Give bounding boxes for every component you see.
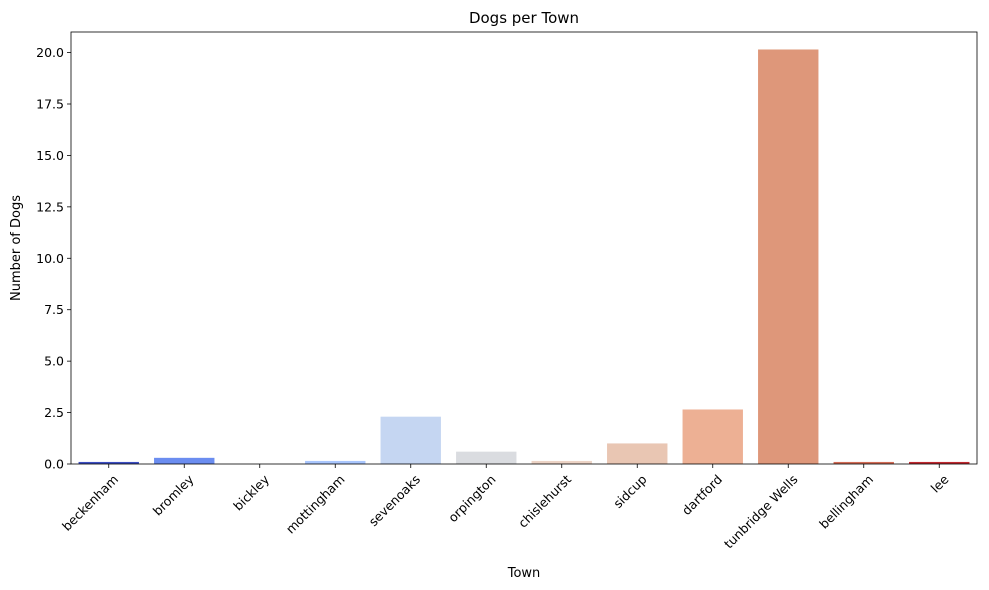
x-tick-label: chislehurst (515, 472, 574, 531)
bar-tunbridge-wells (758, 49, 819, 464)
x-tick-label: sidcup (610, 472, 649, 511)
bar-mottingham (305, 460, 366, 464)
y-axis: 0.0 2.5 5.0 7.5 10.0 12.5 15.0 17.5 20.0 (36, 45, 71, 472)
x-tick-label: sevenoaks (366, 472, 423, 529)
x-tick-label: lee (928, 471, 952, 495)
bar-sidcup (607, 443, 668, 464)
x-tick-label: bickley (230, 471, 272, 513)
bar-sevenoaks (380, 416, 441, 464)
x-tick-label: beckenham (59, 472, 121, 534)
bar-bellingham (833, 461, 894, 464)
bar-beckenham (78, 461, 139, 464)
chart-title: Dogs per Town (469, 9, 579, 27)
x-axis-title: Town (507, 566, 541, 581)
bar-bromley (154, 457, 215, 464)
x-tick-label: orpington (445, 472, 498, 525)
plot-frame (70, 31, 978, 465)
x-tick-label: tunbridge Wells (721, 472, 801, 552)
y-tick-label: 10.0 (36, 251, 64, 266)
bar-chislehurst (531, 460, 592, 464)
y-tick-label: 5.0 (44, 354, 64, 369)
x-tick-label: bromley (150, 471, 197, 518)
bars (78, 49, 970, 464)
x-tick-label: bellingham (816, 472, 876, 532)
y-tick-label: 2.5 (44, 405, 64, 420)
bar-orpington (456, 451, 517, 464)
y-axis-title: Number of Dogs (9, 195, 24, 301)
y-tick-label: 0.0 (44, 457, 64, 472)
x-tick-label: dartford (679, 472, 725, 518)
y-tick-label: 12.5 (36, 199, 64, 214)
y-tick-label: 20.0 (36, 45, 64, 60)
bar-dartford (682, 409, 743, 464)
y-tick-label: 7.5 (44, 302, 64, 317)
y-tick-label: 17.5 (36, 97, 64, 112)
x-tick-label: mottingham (283, 472, 348, 537)
x-axis: beckenham bromley bickley mottingham sevenoa… (59, 464, 952, 551)
y-tick-label: 15.0 (36, 148, 64, 163)
bar-lee (909, 461, 970, 464)
